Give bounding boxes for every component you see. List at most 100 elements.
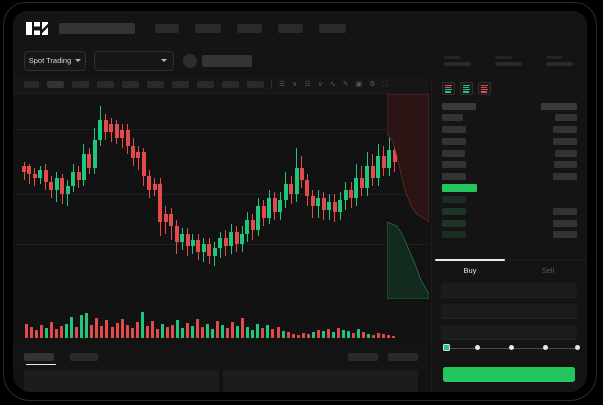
order-book-ask-row-1[interactable] bbox=[442, 125, 577, 134]
volume-bar-64 bbox=[346, 331, 350, 338]
tab-sell[interactable]: Sell bbox=[509, 260, 587, 281]
orderbook-mode-asks-icon[interactable] bbox=[478, 82, 491, 95]
order-book-ask-row-4[interactable] bbox=[442, 160, 577, 169]
timeframe-button-4[interactable] bbox=[97, 81, 114, 88]
buy-submit-button[interactable] bbox=[443, 367, 575, 382]
timeframe-button-5[interactable] bbox=[122, 81, 139, 88]
ob-row-size bbox=[554, 161, 577, 169]
global-search-input[interactable] bbox=[59, 22, 135, 34]
volume-bar-12 bbox=[85, 313, 89, 338]
volume-bar-28 bbox=[165, 327, 169, 338]
trading-pair-selector[interactable] bbox=[94, 50, 174, 71]
bottom-panel-right[interactable] bbox=[223, 370, 418, 392]
price-field[interactable] bbox=[441, 283, 577, 298]
orderbook-mode-bids-icon[interactable] bbox=[460, 82, 473, 95]
timeframe-button-8[interactable] bbox=[197, 81, 214, 88]
order-book-ask-row-5[interactable] bbox=[442, 172, 577, 181]
total-field[interactable] bbox=[441, 325, 577, 340]
order-book-ask-row-3[interactable] bbox=[442, 149, 577, 158]
order-book-ask-rows[interactable] bbox=[442, 114, 577, 181]
volume-bar-73 bbox=[392, 336, 396, 338]
timeframe-button-10[interactable] bbox=[247, 81, 264, 88]
market-type-selector[interactable]: Spot Trading bbox=[24, 50, 86, 71]
volume-bar-54 bbox=[296, 335, 300, 338]
stat-2-value bbox=[495, 61, 522, 66]
chevron-down-icon bbox=[75, 59, 82, 62]
nav-item-4[interactable] bbox=[278, 23, 303, 33]
slider-stop-100[interactable] bbox=[575, 345, 580, 350]
slider-stop-75[interactable] bbox=[543, 345, 548, 350]
candle-body bbox=[81, 154, 86, 180]
ob-row-price bbox=[442, 114, 463, 122]
order-book-ask-row-0[interactable] bbox=[442, 114, 577, 123]
order-book-bid-row-0[interactable] bbox=[442, 196, 577, 205]
volume-bar-38 bbox=[216, 321, 220, 338]
order-book-bid-row-3[interactable] bbox=[442, 231, 577, 240]
orderbook-mode-both-icon[interactable] bbox=[442, 82, 455, 95]
candle-body bbox=[354, 178, 359, 198]
ob-row-size bbox=[553, 137, 577, 145]
slider-stop-25[interactable] bbox=[475, 345, 480, 350]
okx-logo[interactable] bbox=[26, 21, 48, 35]
bottom-action-2[interactable] bbox=[388, 353, 418, 361]
order-book-bid-row-2[interactable] bbox=[442, 219, 577, 228]
nav-item-5[interactable] bbox=[319, 23, 346, 33]
timeframe-button-3[interactable] bbox=[72, 81, 89, 88]
pencil-draw-icon[interactable]: ✎ bbox=[342, 81, 349, 88]
stat-block-1 bbox=[444, 55, 471, 66]
timeframe-group bbox=[24, 81, 264, 88]
candle-body bbox=[283, 184, 288, 200]
ob-row-price bbox=[442, 161, 466, 169]
volume-bar-36 bbox=[206, 324, 210, 338]
nav-item-1[interactable] bbox=[155, 23, 179, 33]
timeframe-button-7[interactable] bbox=[172, 81, 189, 88]
volume-bar-69 bbox=[372, 335, 376, 338]
candle-body bbox=[201, 244, 206, 252]
logo-cell-o bbox=[26, 21, 32, 35]
candlestick-chart[interactable] bbox=[13, 94, 429, 299]
pair-coin-avatar bbox=[183, 53, 197, 68]
bottom-tab-1[interactable] bbox=[24, 353, 54, 361]
nav-item-3[interactable] bbox=[237, 23, 262, 33]
order-book-bid-rows[interactable] bbox=[442, 196, 577, 240]
volume-bar-67 bbox=[362, 332, 365, 338]
settings-gear-icon[interactable]: ⚙ bbox=[369, 81, 376, 88]
indicators-icon[interactable]: ☲ bbox=[304, 81, 311, 88]
order-book-ask-row-2[interactable] bbox=[442, 137, 577, 146]
ob-row-price bbox=[442, 137, 466, 145]
slider-handle[interactable] bbox=[443, 344, 450, 351]
market-type-label: Spot Trading bbox=[28, 56, 72, 65]
timeframe-button-6[interactable] bbox=[147, 81, 164, 88]
chevron-down-icon-2[interactable]: ∨ bbox=[317, 81, 323, 88]
candle-body bbox=[180, 234, 185, 242]
candle-body bbox=[365, 166, 370, 188]
amount-field[interactable] bbox=[441, 304, 577, 319]
timeframe-button-9[interactable] bbox=[222, 81, 239, 88]
bottom-action-1[interactable] bbox=[348, 353, 378, 361]
bottom-panel-left[interactable] bbox=[24, 370, 219, 392]
amount-percent-slider[interactable] bbox=[443, 343, 580, 353]
volume-bar-8 bbox=[65, 324, 69, 338]
camera-snapshot-icon[interactable]: ▣ bbox=[355, 81, 363, 88]
volume-bar-4 bbox=[45, 328, 49, 338]
timeframe-button-1[interactable] bbox=[24, 81, 39, 88]
order-book-bid-row-1[interactable] bbox=[442, 207, 577, 216]
bottom-tab-2[interactable] bbox=[70, 353, 98, 361]
slider-stop-50[interactable] bbox=[509, 345, 514, 350]
logo-cell-x bbox=[42, 21, 48, 35]
wave-indicator-icon[interactable]: ∿ bbox=[329, 81, 336, 88]
fullscreen-icon[interactable]: ⛶ bbox=[382, 81, 388, 88]
volume-bar-6 bbox=[55, 329, 59, 338]
volume-bar-48 bbox=[266, 325, 270, 338]
nav-item-2[interactable] bbox=[195, 23, 221, 33]
tab-buy-label: Buy bbox=[463, 266, 477, 275]
bottom-content-panels bbox=[13, 370, 429, 392]
chevron-down-icon[interactable]: ∨ bbox=[292, 81, 298, 88]
candle-body bbox=[190, 240, 195, 246]
volume-bar-59 bbox=[321, 331, 325, 338]
volume-bar-29 bbox=[170, 325, 174, 338]
candlestick-type-icon[interactable]: ☰ bbox=[279, 81, 286, 88]
tab-buy[interactable]: Buy bbox=[431, 259, 509, 281]
volume-bar-60 bbox=[326, 329, 330, 338]
timeframe-button-2[interactable] bbox=[47, 81, 64, 88]
